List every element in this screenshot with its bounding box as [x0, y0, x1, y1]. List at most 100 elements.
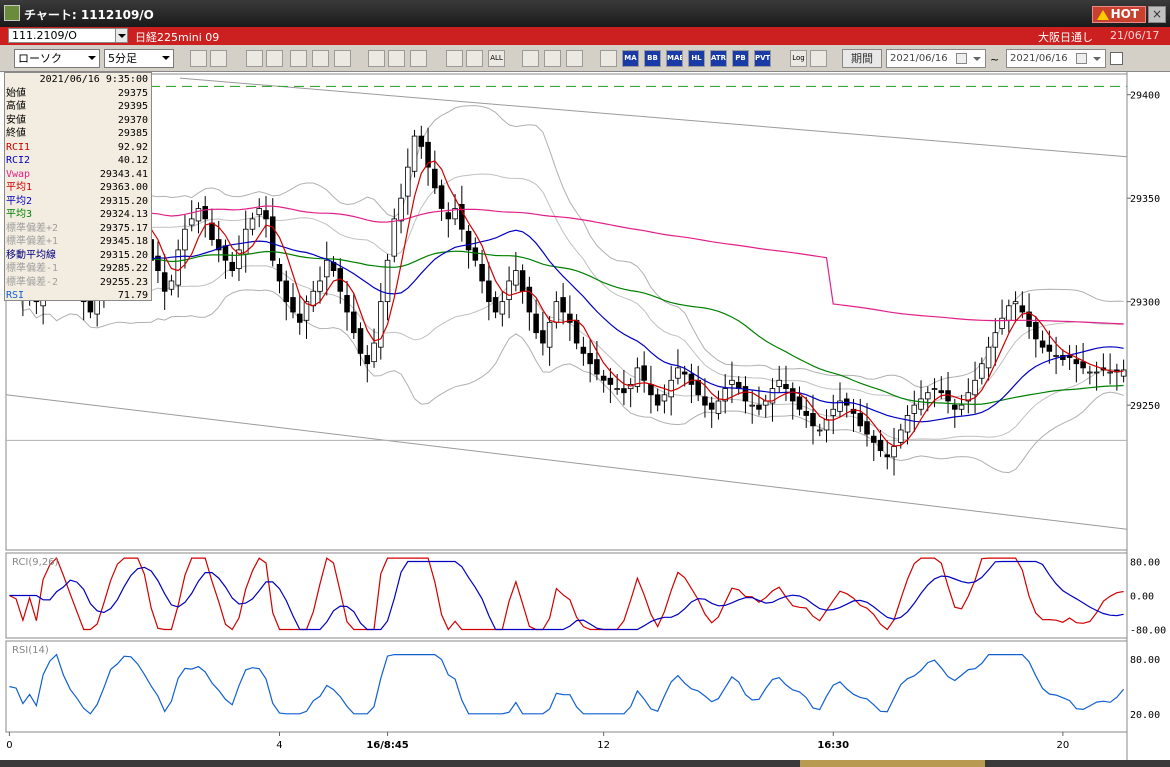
candle-body: [972, 379, 978, 396]
candle-body: [661, 394, 668, 402]
data-label: 終値: [6, 128, 26, 139]
symbol-dropdown-icon[interactable]: [115, 29, 127, 42]
candle-body: [668, 379, 674, 398]
zoom-icon[interactable]: [190, 50, 207, 67]
candle-body: [209, 222, 215, 240]
candle-body: [276, 263, 283, 282]
candle-body: [891, 446, 897, 458]
interval-select[interactable]: 5分足: [104, 49, 174, 68]
date-from-input[interactable]: 2021/06/16: [886, 49, 986, 68]
candle-body: [445, 212, 452, 220]
chart-area[interactable]: 29400 29350 29300 29250 RCI(9,26) 80.00 0.00 -8…: [0, 72, 1170, 767]
select-arrow-icon[interactable]: [388, 50, 405, 67]
candle-body: [702, 396, 708, 406]
rci-tick-label: -80.00: [1130, 626, 1166, 637]
candle-body: [756, 404, 762, 410]
data-value: 29315.20: [99, 195, 148, 207]
date-to-input[interactable]: 2021/06/16: [1006, 49, 1106, 68]
draw-line-icon[interactable]: [368, 50, 385, 67]
candle-body: [789, 388, 796, 402]
candle-body: [526, 286, 533, 313]
candle-body: [398, 197, 404, 222]
bars-icon[interactable]: [600, 50, 617, 67]
undo-icon[interactable]: [410, 50, 427, 67]
data-label: 移動平均線: [6, 249, 56, 261]
bar-chart-icon[interactable]: [290, 50, 307, 67]
data-value: 29343.41: [99, 168, 148, 180]
data-row: RCI1 92.92: [5, 141, 151, 155]
data-value: 29395: [117, 101, 148, 112]
cursor-icon[interactable]: [210, 50, 227, 67]
candle-body: [290, 297, 296, 313]
compare-icon[interactable]: [312, 50, 329, 67]
candle-body: [573, 319, 580, 344]
crosshair-icon[interactable]: [246, 50, 263, 67]
candle-body: [837, 400, 843, 412]
pb-icon[interactable]: PB: [732, 50, 749, 67]
chevron-down-icon: [88, 56, 96, 60]
candle-2-icon[interactable]: [466, 50, 483, 67]
date-from-value: 2021/06/16: [890, 53, 948, 64]
data-row: 標準偏差+2 29375.17: [5, 222, 151, 236]
candle-body: [681, 371, 688, 375]
hot-button[interactable]: HOT: [1092, 6, 1146, 23]
log-icon[interactable]: Log: [790, 50, 807, 67]
hot-label: HOT: [1110, 7, 1139, 21]
candle-body: [614, 388, 620, 390]
symbol-value: 111.2109/O: [12, 29, 77, 42]
candle-body: [641, 365, 647, 381]
chart-type-select[interactable]: ローソク: [14, 49, 100, 68]
candle-body: [371, 342, 377, 363]
data-value: 71.79: [117, 290, 148, 301]
search-chart-icon[interactable]: [266, 50, 283, 67]
pvt-icon[interactable]: PVT: [754, 50, 771, 67]
data-value: 29385: [117, 128, 148, 139]
data-label: 標準偏差+2: [6, 222, 59, 234]
candle-1-icon[interactable]: [446, 50, 463, 67]
rci-title: RCI(9,26): [12, 557, 59, 568]
mae-icon[interactable]: MAE: [666, 50, 683, 67]
period-checkbox[interactable]: [1110, 52, 1123, 65]
candle-body: [587, 352, 593, 365]
candle-body: [776, 379, 782, 387]
settings-icon[interactable]: [522, 50, 539, 67]
data-value: 29315.20: [99, 249, 148, 261]
chevron-down-icon[interactable]: [1093, 57, 1101, 61]
period-button[interactable]: 期間: [842, 49, 882, 68]
disabled-icon[interactable]: [334, 50, 351, 67]
data-label: 平均1: [6, 182, 33, 193]
pen-icon[interactable]: [544, 50, 561, 67]
data-row: 平均3 29324.13: [5, 208, 151, 222]
palette-icon[interactable]: [566, 50, 583, 67]
app-icon: [4, 5, 20, 21]
calendar-icon[interactable]: [956, 53, 967, 64]
bb-minus1-line: [8, 249, 1124, 441]
candle-body: [762, 400, 769, 406]
ma1-line: [8, 160, 1124, 447]
calendar-icon[interactable]: [1076, 53, 1087, 64]
y-tick-label: 29400: [1130, 91, 1160, 102]
candle-body: [688, 373, 695, 385]
rci-tick-label: 80.00: [1130, 558, 1160, 569]
candle-body: [1107, 371, 1113, 374]
candle-body: [229, 261, 235, 272]
hl-icon[interactable]: HL: [688, 50, 705, 67]
candle-body: [715, 400, 722, 414]
candle-body: [492, 297, 499, 313]
chevron-down-icon[interactable]: [973, 57, 981, 61]
bb-icon[interactable]: BB: [644, 50, 661, 67]
atr-icon[interactable]: ATR: [710, 50, 727, 67]
chart-background: [0, 72, 1170, 767]
close-button[interactable]: ×: [1148, 6, 1166, 23]
candle-body: [749, 404, 755, 407]
candle-body: [979, 363, 985, 379]
candle-body: [324, 259, 330, 278]
data-label: RSI: [6, 290, 25, 301]
date-range-separator: ~: [990, 53, 1000, 66]
ma-icon[interactable]: MA: [622, 50, 639, 67]
candle-body: [175, 249, 181, 286]
candle-body: [256, 208, 263, 216]
symbol-input[interactable]: 111.2109/O: [8, 28, 128, 43]
all-icon[interactable]: ALL: [488, 50, 505, 67]
export-icon[interactable]: [810, 50, 827, 67]
